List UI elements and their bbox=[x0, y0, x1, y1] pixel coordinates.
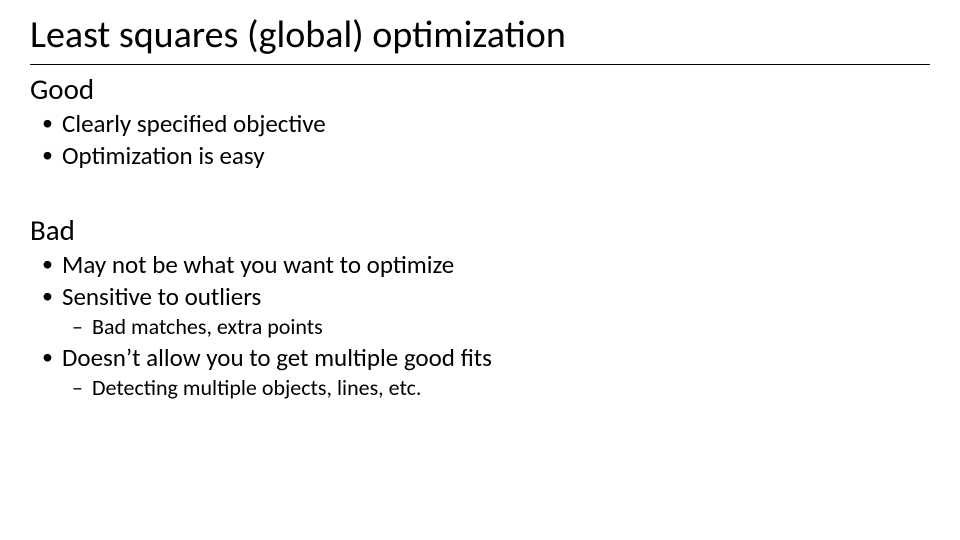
slide-title: Least squares (global) optimization bbox=[30, 14, 930, 65]
list-item: Optimization is easy bbox=[62, 140, 930, 172]
sub-list-item-text: Detecting multiple objects, lines, etc. bbox=[92, 374, 421, 401]
list-item-text: Clearly specified objective bbox=[62, 108, 326, 139]
list-item-text: Sensitive to outliers bbox=[62, 281, 261, 312]
list-item-text: Doesn’t allow you to get multiple good f… bbox=[62, 342, 492, 373]
good-list: Clearly specified objective Optimization… bbox=[30, 108, 930, 172]
list-item: May not be what you want to optimize bbox=[62, 249, 930, 281]
list-item: Sensitive to outliers Bad matches, extra… bbox=[62, 281, 930, 342]
list-item: Clearly specified objective bbox=[62, 108, 930, 140]
sub-list-item: Detecting multiple objects, lines, etc. bbox=[92, 374, 930, 403]
sub-list-item: Bad matches, extra points bbox=[92, 313, 930, 342]
slide: Least squares (global) optimization Good… bbox=[0, 0, 960, 540]
sub-list: Detecting multiple objects, lines, etc. bbox=[62, 374, 930, 403]
bad-list: May not be what you want to optimize Sen… bbox=[30, 249, 930, 402]
sub-list: Bad matches, extra points bbox=[62, 313, 930, 342]
section-label-bad: Bad bbox=[30, 214, 930, 247]
sub-list-item-text: Bad matches, extra points bbox=[92, 313, 323, 340]
list-item: Doesn’t allow you to get multiple good f… bbox=[62, 342, 930, 403]
list-item-text: Optimization is easy bbox=[62, 140, 265, 171]
list-item-text: May not be what you want to optimize bbox=[62, 249, 454, 280]
section-label-good: Good bbox=[30, 73, 930, 106]
